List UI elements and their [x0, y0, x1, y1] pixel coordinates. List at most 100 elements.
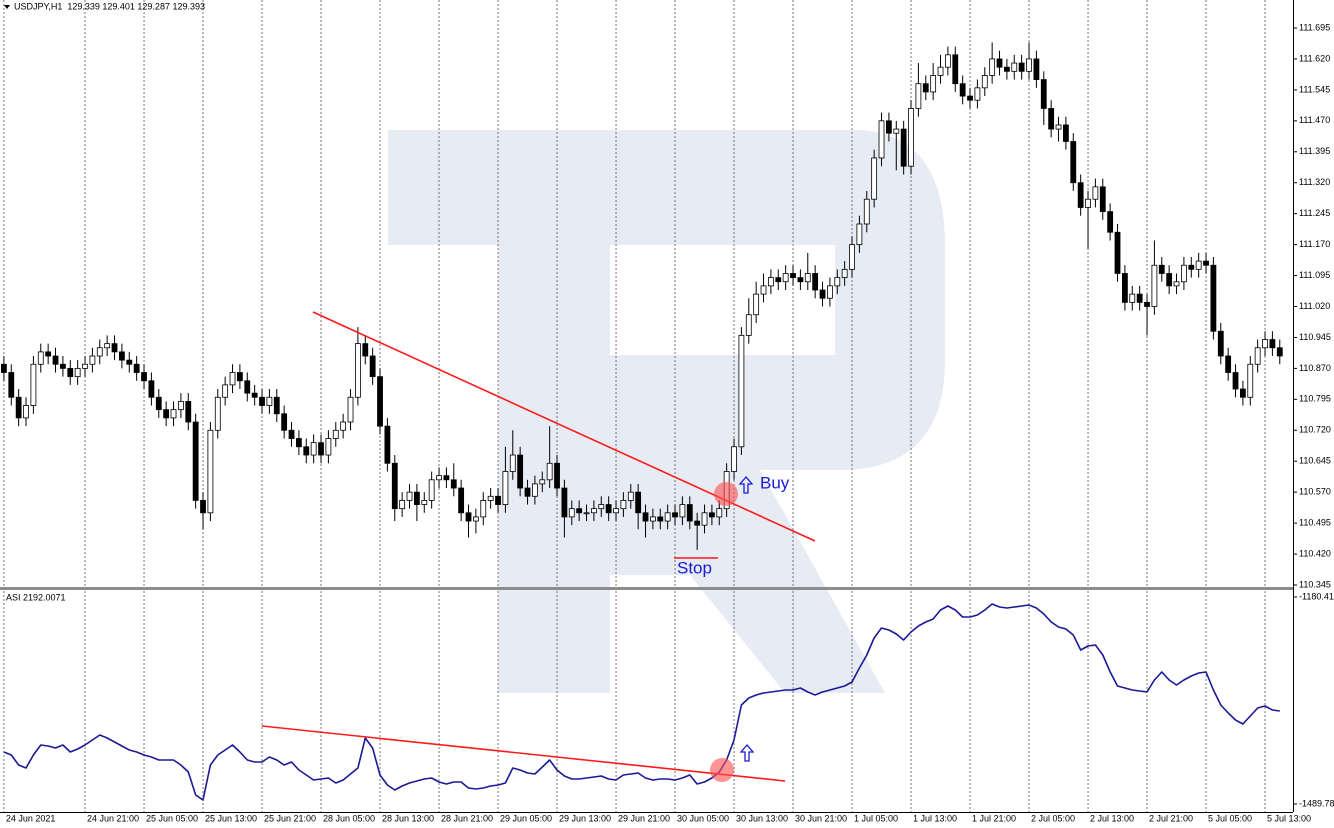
- candle-body: [458, 487, 465, 514]
- candle-body: [738, 334, 745, 448]
- candle-body: [1188, 264, 1195, 270]
- x-tick-label: 25 Jun 13:00: [205, 813, 257, 823]
- x-tick-label: 5 Jul 13:00: [1267, 813, 1311, 823]
- x-tick-label: 29 Jun 21:00: [618, 813, 670, 823]
- candle-body: [945, 54, 951, 68]
- candle-body: [709, 512, 715, 518]
- asi-breakout-marker: [710, 758, 734, 782]
- candle-body: [391, 462, 398, 510]
- candle-body: [790, 273, 796, 279]
- candle-body: [1262, 339, 1268, 349]
- candle-body: [1158, 264, 1165, 274]
- candle-body: [222, 384, 229, 398]
- candle-body: [797, 277, 804, 283]
- candle-body: [1144, 301, 1150, 307]
- candle-body: [642, 512, 649, 522]
- candle-body: [104, 343, 111, 349]
- candle-body: [1077, 182, 1084, 208]
- candle-body: [922, 83, 929, 93]
- candle-body: [281, 413, 288, 431]
- candle-body: [502, 471, 509, 505]
- x-tick-label: 28 Jun 05:00: [323, 813, 375, 823]
- x-tick-label: 30 Jun 13:00: [736, 813, 788, 823]
- y-tick-label: -1489.788: [1299, 798, 1334, 808]
- candle-body: [303, 446, 310, 456]
- asi-buy-arrow: [739, 744, 755, 762]
- candle-body: [1203, 260, 1209, 266]
- candle-body: [1269, 339, 1276, 349]
- x-tick-label: 1 Jul 21:00: [972, 813, 1016, 823]
- candle-body: [1040, 79, 1047, 109]
- candle-body: [443, 475, 450, 481]
- candle-body: [716, 508, 723, 518]
- candle-body: [981, 75, 988, 89]
- candle-body: [15, 396, 22, 419]
- buy-arrow: [738, 476, 754, 494]
- candle-body: [155, 396, 162, 411]
- y-tick-label: 110.870: [1299, 363, 1331, 373]
- candle-body: [74, 367, 81, 378]
- annotations: Buy Stop: [261, 311, 816, 782]
- candle-body: [325, 438, 332, 456]
- candle-body: [1173, 281, 1180, 287]
- buy-label: Buy: [760, 473, 790, 492]
- candle-body: [1254, 347, 1261, 365]
- x-tick-label: 5 Jul 05:00: [1208, 813, 1252, 823]
- candle-body: [1166, 273, 1173, 287]
- candle-body: [472, 516, 479, 522]
- candle-body: [1048, 108, 1055, 130]
- y-tick-label: 111.170: [1299, 239, 1330, 249]
- candle-body: [23, 405, 29, 419]
- candle-body: [679, 504, 686, 518]
- x-tick-label: 2 Jul 05:00: [1031, 813, 1075, 823]
- candle-body: [259, 396, 265, 406]
- y-tick-label: 111.395: [1299, 146, 1330, 156]
- candle-body: [937, 66, 944, 76]
- candle-body: [819, 289, 826, 299]
- candle-body: [244, 380, 251, 394]
- candle-body: [421, 500, 428, 505]
- candle-body: [1004, 66, 1010, 72]
- candle-body: [598, 504, 605, 510]
- candle-body: [266, 396, 273, 406]
- candle-body: [546, 462, 553, 481]
- candle-body: [30, 363, 37, 406]
- candle-body: [495, 495, 501, 505]
- candle-body: [1181, 264, 1187, 283]
- candle-body: [1240, 388, 1246, 398]
- candle-body: [841, 268, 848, 279]
- x-tick-label: 25 Jun 21:00: [264, 813, 316, 823]
- asi-line: [3, 603, 1280, 801]
- candle-body: [635, 491, 642, 514]
- y-tick-label: 110.420: [1299, 548, 1331, 558]
- candle-body: [288, 429, 295, 439]
- candle-body: [133, 363, 140, 373]
- candle-body: [1217, 330, 1224, 357]
- candle-body: [650, 516, 656, 522]
- y-tick-label: 111.470: [1299, 115, 1330, 125]
- candle-body: [428, 479, 435, 501]
- x-tick-label: 2 Jul 21:00: [1149, 813, 1193, 823]
- candle-body: [37, 351, 44, 365]
- candle-body: [170, 409, 177, 419]
- y-tick-label: 110.645: [1299, 456, 1331, 466]
- candle-body: [332, 429, 339, 439]
- stop-label: Stop: [677, 558, 712, 577]
- candle-body: [362, 343, 369, 357]
- candle-body: [1210, 264, 1217, 332]
- candle-body: [347, 396, 354, 423]
- candle-body: [583, 512, 590, 515]
- x-tick-label: 24 Jun 2021: [6, 813, 56, 823]
- y-tick-label: 111.245: [1299, 208, 1330, 218]
- candle-body: [1026, 58, 1032, 72]
- candle-body: [8, 372, 15, 398]
- candle-body: [1085, 198, 1091, 208]
- candle-body: [148, 380, 155, 398]
- candle-body: [863, 198, 870, 225]
- symbol-menu-icon[interactable]: [4, 5, 10, 9]
- x-tick-label: 1 Jul 13:00: [913, 813, 957, 823]
- y-tick-label: 111.620: [1299, 53, 1330, 63]
- candle-body: [273, 396, 280, 415]
- candle-body: [399, 500, 406, 510]
- candle-body: [163, 409, 170, 419]
